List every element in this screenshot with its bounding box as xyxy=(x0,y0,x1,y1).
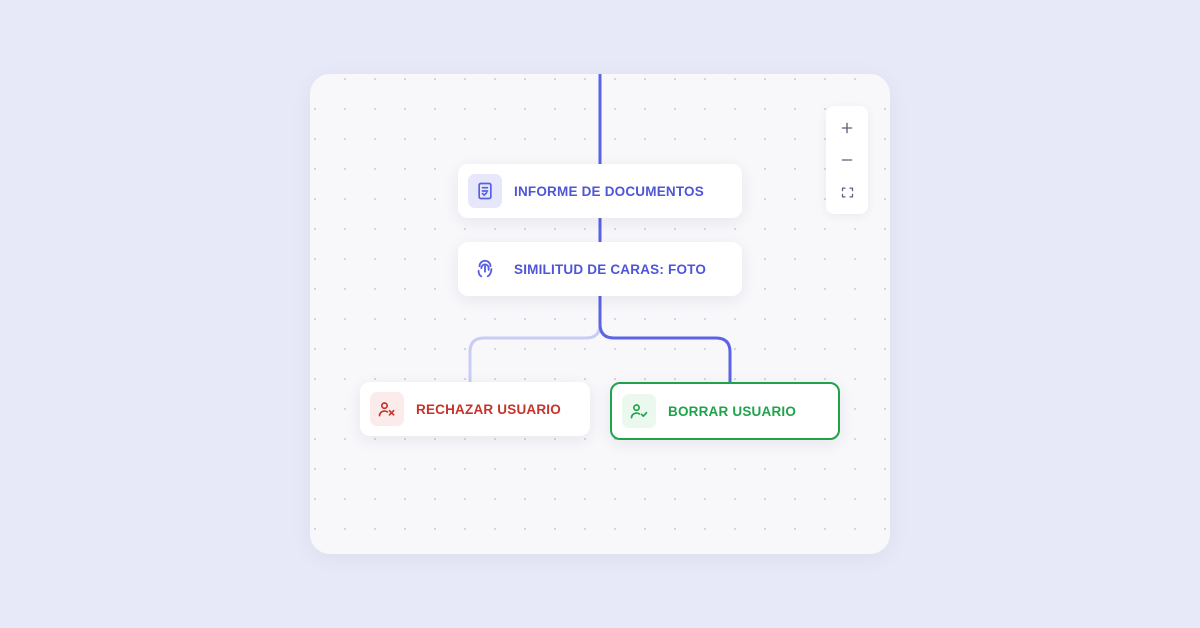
node-documents-label: INFORME DE DOCUMENTOS xyxy=(514,184,704,199)
zoom-out-button[interactable] xyxy=(828,144,866,176)
node-face-similarity[interactable]: SIMILITUD DE CARAS: FOTO xyxy=(458,242,742,296)
fullscreen-button[interactable] xyxy=(828,176,866,208)
flow-canvas: INFORME DE DOCUMENTOS SIMILITUD DE CARAS… xyxy=(310,74,890,554)
node-reject-label: RECHAZAR USUARIO xyxy=(416,402,561,417)
user-approve-icon xyxy=(622,394,656,428)
node-reject-user[interactable]: RECHAZAR USUARIO xyxy=(360,382,590,436)
node-approve-label: BORRAR USUARIO xyxy=(668,404,796,419)
zoom-panel xyxy=(826,106,868,214)
connections-svg xyxy=(310,74,890,554)
connector-left xyxy=(470,324,600,384)
zoom-in-button[interactable] xyxy=(828,112,866,144)
fingerprint-icon xyxy=(468,252,502,286)
connector-right xyxy=(600,324,730,384)
node-documents-report[interactable]: INFORME DE DOCUMENTOS xyxy=(458,164,742,218)
node-face-label: SIMILITUD DE CARAS: FOTO xyxy=(514,262,706,277)
node-approve-user[interactable]: BORRAR USUARIO xyxy=(610,382,840,440)
document-icon xyxy=(468,174,502,208)
user-reject-icon xyxy=(370,392,404,426)
